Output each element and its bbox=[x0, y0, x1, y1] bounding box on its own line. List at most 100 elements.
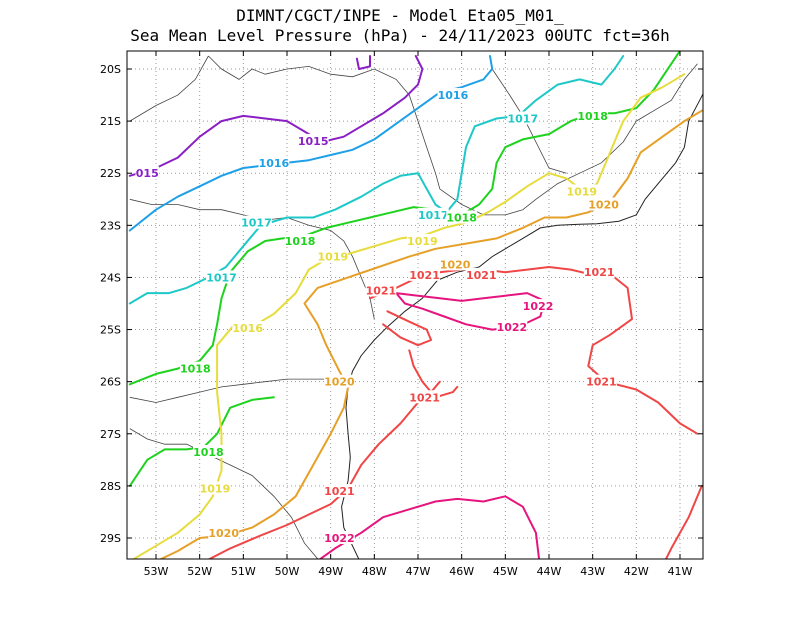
lon-tick-label: 52W bbox=[187, 565, 212, 578]
isobar-label-bg bbox=[199, 481, 231, 495]
lon-tick-label: 51W bbox=[231, 565, 256, 578]
isobar-1022 bbox=[318, 495, 541, 559]
isobar-labels: 1015015101610161017101710171017101810181… bbox=[135, 88, 619, 545]
isobar-label-bg bbox=[297, 133, 329, 147]
isobar-label-bg bbox=[135, 166, 160, 180]
isobar-label: 1016 bbox=[438, 89, 469, 102]
isobar-label-bg bbox=[465, 267, 497, 281]
lon-tick-label: 44W bbox=[537, 565, 562, 578]
isobar-label-bg bbox=[193, 445, 224, 459]
lon-tick-label: 45W bbox=[493, 565, 518, 578]
isobar-1018 bbox=[128, 396, 275, 487]
isobar-label: 1015 bbox=[298, 135, 329, 148]
lat-tick-label: 21S bbox=[100, 115, 121, 128]
isobar-label-bg bbox=[241, 215, 272, 229]
lon-tick-label: 48W bbox=[362, 565, 387, 578]
isobar-label-bg bbox=[409, 390, 440, 404]
isobar-label: 1017 bbox=[507, 113, 538, 126]
lat-tick-label: 25S bbox=[100, 324, 121, 337]
isobar-label-bg bbox=[179, 361, 211, 375]
isobar-1021 bbox=[382, 310, 433, 347]
lat-tick-label: 26S bbox=[100, 376, 121, 389]
isobar-label: 1019 bbox=[407, 235, 438, 248]
isobar-label-bg bbox=[577, 108, 609, 122]
isobar-label: 1019 bbox=[200, 482, 231, 495]
lat-tick-label: 20S bbox=[100, 63, 121, 76]
isobar-label: 1020 bbox=[440, 258, 471, 271]
isobar-label-bg bbox=[566, 184, 598, 198]
state-border bbox=[208, 55, 523, 216]
isobar-label-bg bbox=[496, 319, 528, 333]
isobar-label-bg bbox=[258, 155, 290, 169]
isobar-label-bg bbox=[586, 374, 617, 388]
isobar-label-bg bbox=[439, 257, 471, 271]
isobar-label: 1021 bbox=[324, 485, 355, 498]
isobar-label-bg bbox=[324, 531, 355, 544]
lat-tick-label: 28S bbox=[100, 480, 121, 493]
isobar-1021 bbox=[664, 484, 703, 559]
isobar-label-bg bbox=[232, 320, 264, 334]
isobar-label: 1021 bbox=[409, 269, 440, 282]
coastline-path bbox=[341, 92, 703, 559]
isobar-label-bg bbox=[522, 299, 554, 313]
lat-tick-label: 23S bbox=[100, 219, 121, 232]
isobar-1015 bbox=[355, 55, 371, 70]
isobar-label: 1017 bbox=[241, 217, 272, 230]
lon-tick-label: 43W bbox=[580, 565, 605, 578]
lon-tick-label: 50W bbox=[275, 565, 300, 578]
lon-tick-label: 42W bbox=[624, 565, 649, 578]
lat-tick-label: 22S bbox=[100, 167, 121, 180]
lon-tick-label: 47W bbox=[406, 565, 431, 578]
isobar-label: 1017 bbox=[206, 271, 237, 284]
state-border bbox=[129, 428, 318, 559]
isobar-label-bg bbox=[324, 484, 355, 498]
isobar-label-bg bbox=[206, 270, 237, 284]
isobar-label: 1018 bbox=[180, 363, 211, 376]
isobar-label-bg bbox=[583, 265, 615, 279]
isobar-1017 bbox=[128, 55, 625, 305]
isobar-label-bg bbox=[446, 210, 478, 224]
map-frame bbox=[126, 50, 704, 560]
isobar-label: 1021 bbox=[584, 266, 615, 279]
isobar-label: 1020 bbox=[588, 198, 619, 211]
isobar-label-bg bbox=[208, 525, 240, 539]
lon-tick-label: 46W bbox=[449, 565, 474, 578]
state-border bbox=[522, 63, 698, 211]
isobar-label: 1021 bbox=[366, 284, 397, 297]
isobar-label: 1016 bbox=[232, 322, 263, 335]
isobar-label: 1021 bbox=[409, 391, 440, 404]
isobar-label: 1018 bbox=[577, 110, 608, 123]
isobar-label: 1022 bbox=[497, 321, 528, 334]
isobar-label: 1020 bbox=[208, 527, 239, 540]
coastline bbox=[341, 92, 703, 559]
lat-tick-label: 24S bbox=[100, 271, 121, 284]
isobar-1018 bbox=[128, 51, 681, 386]
isobar-1021 bbox=[408, 349, 441, 394]
isobar-label-bg bbox=[365, 283, 397, 297]
isobar-label: 1018 bbox=[193, 446, 224, 459]
state-border bbox=[491, 68, 567, 174]
isobar-label-bg bbox=[406, 233, 438, 247]
isobar-label: 1021 bbox=[586, 376, 617, 389]
isobar-label-bg bbox=[409, 267, 440, 281]
lon-tick-label: 53W bbox=[144, 565, 169, 578]
state-border bbox=[129, 376, 349, 403]
isobar-label: 1018 bbox=[446, 212, 477, 225]
state-border bbox=[129, 55, 209, 122]
isobar-1016 bbox=[128, 55, 494, 232]
isobar-label: 1016 bbox=[259, 157, 290, 170]
isobar-label-bg bbox=[507, 111, 539, 125]
isobar-label: 1018 bbox=[285, 235, 316, 248]
isobar-label: 1022 bbox=[523, 300, 554, 313]
isobar-label: 015 bbox=[136, 167, 159, 180]
lon-tick-label: 41W bbox=[668, 565, 693, 578]
isobar-label-bg bbox=[324, 374, 355, 388]
lat-tick-label: 29S bbox=[100, 532, 121, 545]
isobar-label-bg bbox=[437, 88, 469, 102]
isobar-label-bg bbox=[284, 233, 316, 247]
isobar-label-bg bbox=[417, 207, 449, 221]
lon-tick-label: 49W bbox=[318, 565, 343, 578]
isobar-label-bg bbox=[317, 249, 349, 263]
axis-ticks: 53W 52W 51W 50W 49W 48W 47W 46W 45W 44W 43W 42W 41W 2… bbox=[100, 51, 703, 578]
map-title-line-2: Sea Mean Level Pressure (hPa) - 24/11/20… bbox=[130, 26, 670, 45]
